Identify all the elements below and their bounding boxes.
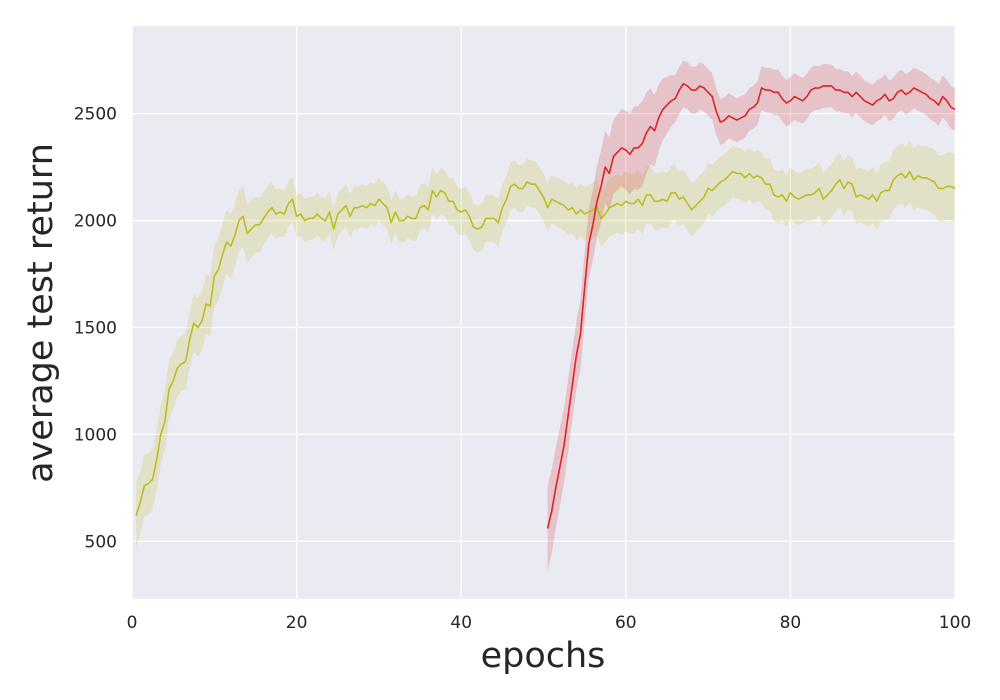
y-tick-label: 500 — [85, 532, 117, 552]
series-lines — [135, 82, 956, 529]
x-tick-label: 20 — [286, 613, 308, 633]
x-tick-label: 0 — [127, 613, 138, 633]
y-tick-label: 1000 — [74, 425, 117, 445]
y-tick-labels: 500 1000 1500 2000 2500 — [74, 105, 117, 553]
series-2-line — [546, 82, 956, 529]
series-1-band — [136, 140, 956, 548]
x-tick-labels: 0 20 40 60 80 100 — [127, 613, 972, 633]
y-tick-label: 2500 — [74, 105, 117, 125]
plot-background — [132, 26, 955, 599]
y-axis-label: average test return — [21, 143, 61, 483]
confidence-bands — [136, 60, 956, 572]
x-tick-label: 80 — [780, 613, 802, 633]
gridlines — [131, 26, 956, 599]
y-tick-label: 2000 — [74, 212, 117, 232]
x-tick-label: 40 — [450, 613, 472, 633]
series-1-line — [135, 170, 956, 516]
x-tick-label: 100 — [939, 613, 971, 633]
x-tick-label: 60 — [615, 613, 637, 633]
x-axis-label: epochs — [481, 636, 606, 676]
y-tick-label: 1500 — [74, 318, 117, 338]
